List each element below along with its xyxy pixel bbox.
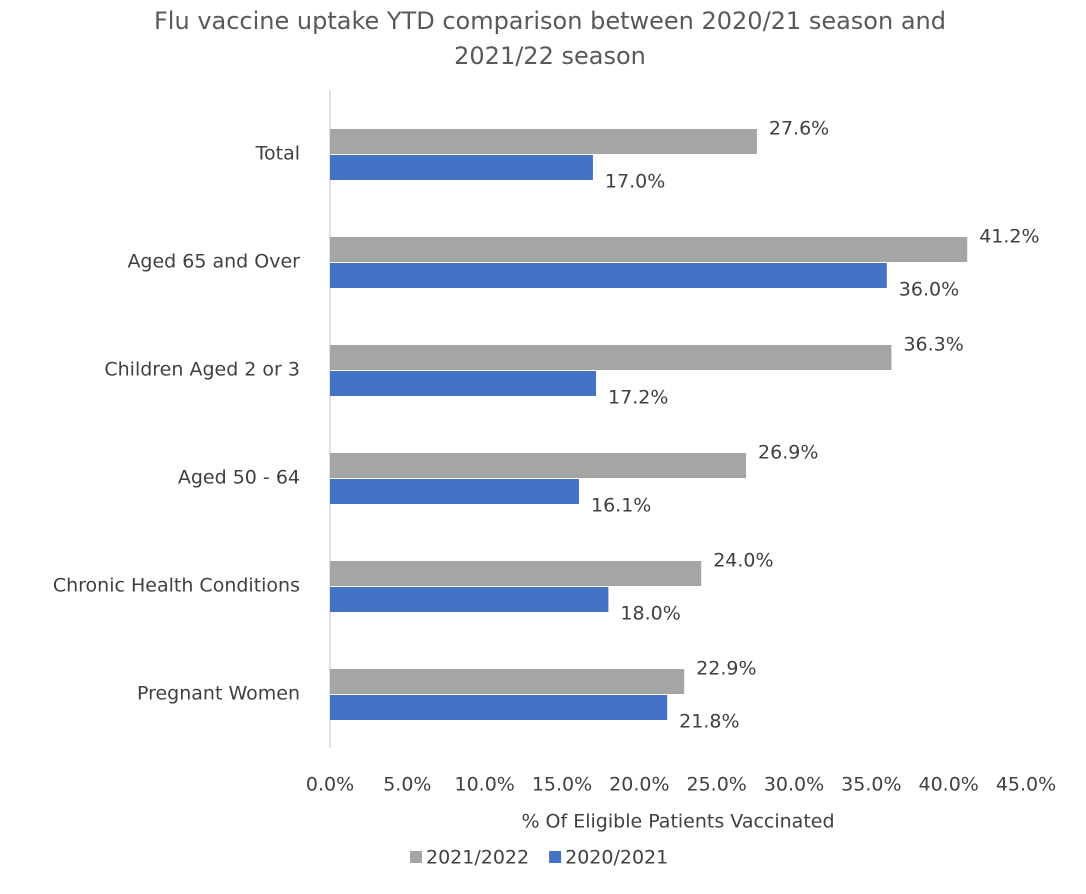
bar xyxy=(330,129,757,154)
bar xyxy=(330,237,968,262)
chart-title: Flu vaccine uptake YTD comparison betwee… xyxy=(154,7,946,70)
x-tick-label: 25.0% xyxy=(686,774,746,796)
bar xyxy=(330,695,668,720)
value-label: 36.0% xyxy=(899,279,959,301)
bar xyxy=(330,479,580,504)
x-tick-label: 20.0% xyxy=(609,774,669,796)
legend-swatch xyxy=(410,851,422,863)
bar xyxy=(330,263,887,288)
x-tick-label: 45.0% xyxy=(996,774,1056,796)
x-tick-label: 0.0% xyxy=(306,774,354,796)
legend-swatch xyxy=(549,851,562,863)
bar xyxy=(330,155,593,180)
legend-label: 2020/2021 xyxy=(565,847,668,869)
y-tick-label: Chronic Health Conditions xyxy=(53,575,300,597)
y-tick-label: Aged 65 and Over xyxy=(127,251,300,273)
x-tick-label: 35.0% xyxy=(841,774,901,796)
x-tick-label: 10.0% xyxy=(454,774,514,796)
value-label: 18.0% xyxy=(620,603,680,625)
value-label: 22.9% xyxy=(696,658,756,680)
y-tick-label: Children Aged 2 or 3 xyxy=(104,359,300,381)
value-label: 16.1% xyxy=(591,495,651,517)
x-tick-label: 5.0% xyxy=(383,774,431,796)
y-tick-label: Aged 50 - 64 xyxy=(178,467,300,489)
bar xyxy=(330,453,747,478)
value-label: 24.0% xyxy=(713,550,773,572)
value-label: 21.8% xyxy=(679,711,739,733)
legend-label: 2021/2022 xyxy=(426,847,529,869)
bar xyxy=(330,345,892,370)
x-axis-label: % Of Eligible Patients Vaccinated xyxy=(521,811,834,833)
y-tick-label: Pregnant Women xyxy=(137,683,300,705)
bar xyxy=(330,669,685,694)
bar xyxy=(330,371,597,396)
y-tick-label: Total xyxy=(255,143,300,165)
value-label: 41.2% xyxy=(979,226,1039,248)
x-tick-label: 15.0% xyxy=(532,774,592,796)
x-tick-label: 40.0% xyxy=(918,774,978,796)
x-tick-label: 30.0% xyxy=(764,774,824,796)
value-label: 17.2% xyxy=(608,387,668,409)
bar xyxy=(330,587,609,612)
value-label: 27.6% xyxy=(769,118,829,140)
value-label: 36.3% xyxy=(903,334,963,356)
bar xyxy=(330,561,702,586)
value-label: 26.9% xyxy=(758,442,818,464)
value-label: 17.0% xyxy=(605,171,665,193)
